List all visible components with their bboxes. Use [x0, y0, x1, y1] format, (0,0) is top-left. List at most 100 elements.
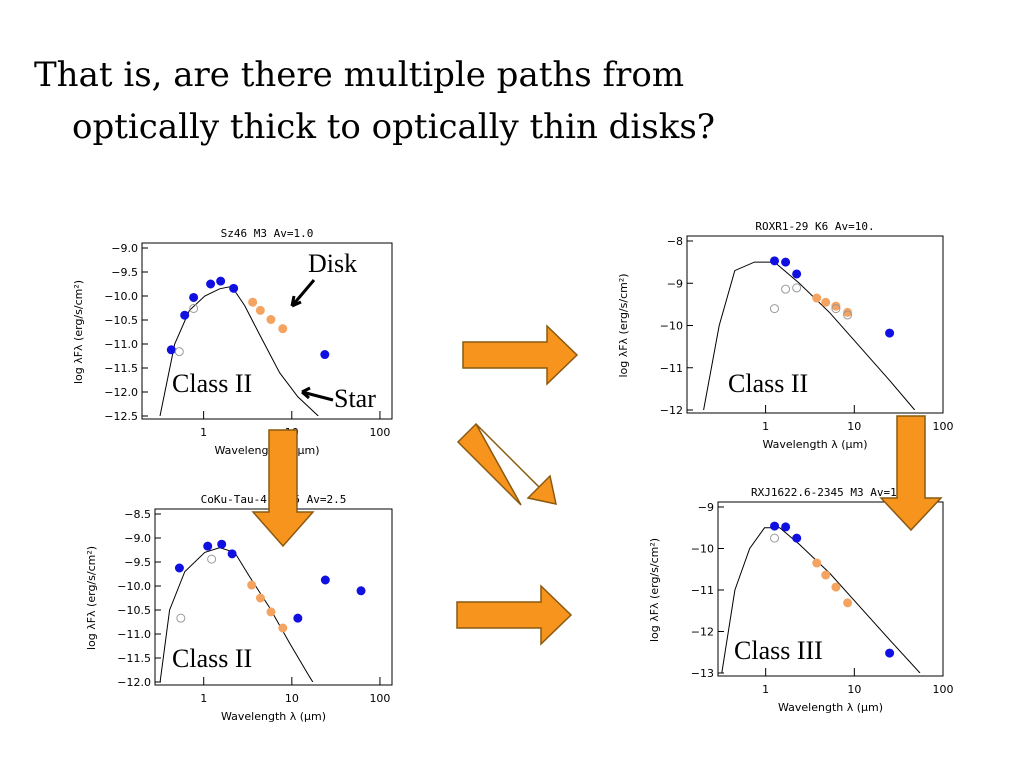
- y-tick-label: −10.5: [117, 604, 151, 617]
- data-point: [831, 582, 841, 592]
- data-point: [885, 648, 895, 658]
- data-point: [217, 539, 227, 549]
- data-point: [203, 541, 213, 551]
- y-tick-label: −12: [691, 626, 714, 639]
- data-point: [812, 293, 822, 303]
- arrow: [251, 429, 315, 548]
- plot-area: [721, 521, 921, 673]
- data-point: [166, 345, 176, 355]
- plot-area: [703, 256, 916, 410]
- data-point: [320, 575, 330, 585]
- data-point: [885, 328, 895, 338]
- y-axis-label: log λFλ (erg/s/cm²): [85, 546, 98, 650]
- annotation: Class III: [734, 636, 823, 665]
- annotation: Class II: [728, 369, 808, 398]
- chart-title: Sz46 M3 Av=1.0: [221, 227, 314, 240]
- plot-frame: [141, 242, 393, 420]
- data-point: [227, 549, 237, 559]
- y-tick-label: −12: [660, 404, 683, 417]
- x-tick-label: 10: [285, 692, 299, 705]
- data-point: [781, 284, 791, 294]
- data-point: [174, 347, 184, 357]
- y-tick-label: −8: [667, 235, 683, 248]
- data-point: [770, 533, 780, 543]
- plot-area: [159, 276, 330, 416]
- model-line: [703, 261, 916, 410]
- y-tick-label: −12.0: [104, 386, 138, 399]
- data-point: [843, 598, 853, 608]
- y-tick-label: −10.5: [104, 314, 138, 327]
- data-point: [255, 593, 265, 603]
- y-axis-label: log λFλ (erg/s/cm²): [617, 273, 630, 377]
- x-tick-label: 100: [369, 426, 390, 439]
- y-tick-label: −9.5: [111, 266, 138, 279]
- y-axis-label: log λFλ (erg/s/cm²): [648, 538, 661, 642]
- data-point: [812, 558, 822, 568]
- y-tick-label: −12.5: [104, 410, 138, 423]
- data-point: [792, 269, 802, 279]
- data-point: [821, 570, 831, 580]
- pointer-arrow: [301, 386, 334, 402]
- y-tick-label: −9.0: [111, 242, 138, 255]
- data-point: [769, 256, 779, 266]
- y-tick-label: −9.5: [124, 556, 151, 569]
- x-tick-label: 100: [933, 683, 954, 696]
- y-tick-label: −12.0: [117, 676, 151, 689]
- data-point: [248, 297, 258, 307]
- data-point: [207, 554, 217, 564]
- data-point: [216, 276, 226, 286]
- data-point: [792, 283, 802, 293]
- y-tick-label: −8.5: [124, 508, 151, 521]
- y-tick-label: −10: [691, 543, 714, 556]
- data-point: [189, 292, 199, 302]
- y-tick-label: −11.0: [117, 628, 151, 641]
- data-point: [180, 310, 190, 320]
- x-tick-label: 1: [200, 692, 207, 705]
- y-tick-label: −11: [691, 584, 714, 597]
- x-tick-label: 100: [369, 692, 390, 705]
- arrow: [456, 422, 557, 506]
- data-point: [266, 607, 276, 617]
- annotation: Disk: [308, 249, 357, 278]
- y-tick-label: −13: [691, 667, 714, 680]
- annotation: Class II: [172, 644, 252, 673]
- slide-title-line: That is, are there multiple paths from: [34, 55, 684, 95]
- slide-title-line: optically thick to optically thin disks?: [72, 107, 715, 147]
- x-tick-label: 10: [847, 420, 861, 433]
- x-axis-label: Wavelength λ (μm): [221, 710, 326, 723]
- pointer-arrow: [290, 279, 316, 308]
- y-tick-label: −9.0: [124, 532, 151, 545]
- data-point: [843, 307, 853, 317]
- data-point: [293, 613, 303, 623]
- data-point: [206, 279, 216, 289]
- y-tick-label: −9: [667, 277, 683, 290]
- plot-frame: [686, 235, 944, 414]
- data-point: [229, 283, 239, 293]
- arrow: [879, 415, 943, 532]
- y-tick-label: −11.5: [104, 362, 138, 375]
- y-tick-label: −11.0: [104, 338, 138, 351]
- plot-frame: [717, 501, 944, 677]
- data-point: [247, 580, 257, 590]
- y-axis-label: log λFλ (erg/s/cm²): [72, 280, 85, 384]
- x-axis-label: Wavelength λ (μm): [214, 444, 319, 457]
- data-point: [356, 586, 366, 596]
- y-tick-label: −10.0: [117, 580, 151, 593]
- data-point: [781, 257, 791, 267]
- data-point: [770, 521, 780, 531]
- data-point: [278, 324, 288, 334]
- x-axis-label: Wavelength λ (μm): [778, 701, 883, 714]
- data-point: [255, 305, 265, 315]
- data-point: [278, 623, 288, 633]
- arrow: [456, 584, 573, 646]
- y-tick-label: −10.0: [104, 290, 138, 303]
- annotation: Class II: [172, 369, 252, 398]
- data-point: [781, 522, 791, 532]
- model-line: [721, 527, 921, 673]
- y-tick-label: −11.5: [117, 652, 151, 665]
- y-tick-label: −9: [698, 501, 714, 514]
- data-point: [266, 315, 276, 325]
- data-point: [189, 303, 199, 313]
